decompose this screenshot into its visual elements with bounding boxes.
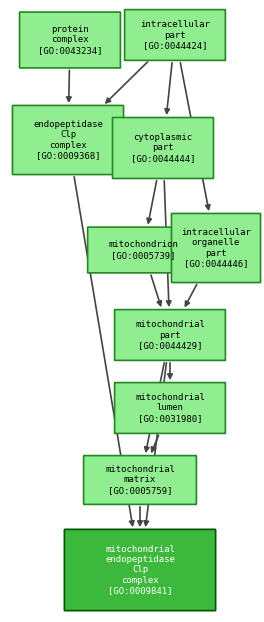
Text: mitochondrial
endopeptidase
Clp
complex
[GO:0009841]: mitochondrial endopeptidase Clp complex …	[105, 545, 175, 595]
FancyBboxPatch shape	[171, 213, 261, 282]
Text: intracellular
organelle
part
[GO:0044446]: intracellular organelle part [GO:0044446…	[181, 228, 251, 268]
Text: intracellular
part
[GO:0044424]: intracellular part [GO:0044424]	[140, 20, 210, 50]
FancyBboxPatch shape	[115, 310, 225, 360]
Text: protein
complex
[GO:0043234]: protein complex [GO:0043234]	[38, 25, 102, 55]
Text: mitochondrion
[GO:0005739]: mitochondrion [GO:0005739]	[108, 240, 178, 260]
Text: mitochondrial
part
[GO:0044429]: mitochondrial part [GO:0044429]	[135, 320, 205, 350]
Text: endopeptidase
Clp
complex
[GO:0009368]: endopeptidase Clp complex [GO:0009368]	[33, 120, 103, 160]
FancyBboxPatch shape	[20, 12, 120, 68]
Text: mitochondrial
matrix
[GO:0005759]: mitochondrial matrix [GO:0005759]	[105, 465, 175, 495]
FancyBboxPatch shape	[84, 456, 196, 504]
FancyBboxPatch shape	[88, 227, 198, 273]
Text: mitochondrial
lumen
[GO:0031980]: mitochondrial lumen [GO:0031980]	[135, 393, 205, 423]
FancyBboxPatch shape	[115, 383, 225, 434]
Text: cytoplasmic
part
[GO:0044444]: cytoplasmic part [GO:0044444]	[131, 133, 195, 163]
FancyBboxPatch shape	[64, 529, 216, 611]
FancyBboxPatch shape	[125, 9, 225, 60]
FancyBboxPatch shape	[112, 118, 214, 179]
FancyBboxPatch shape	[12, 106, 124, 175]
